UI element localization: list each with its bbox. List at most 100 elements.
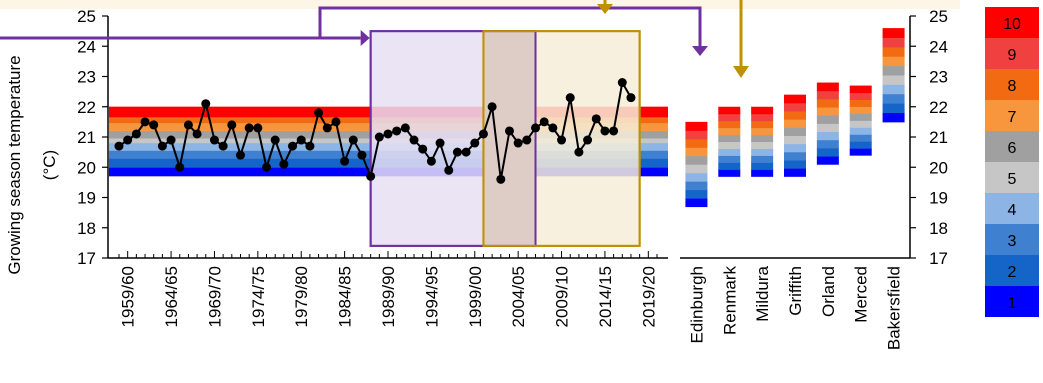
legend-label: 7 — [1008, 109, 1017, 126]
legend-swatch — [985, 255, 1039, 286]
data-point — [123, 135, 133, 145]
x-tick-label: 2004/05 — [509, 266, 528, 327]
bar-segment — [882, 56, 905, 67]
data-point — [565, 93, 575, 103]
bar-segment — [718, 127, 741, 136]
data-point — [357, 150, 367, 160]
data-point — [617, 78, 627, 88]
legend-label: 8 — [1008, 78, 1017, 95]
x-tick-label: 1979/80 — [292, 266, 311, 327]
bar-segment — [718, 134, 741, 143]
decile-legend: 10 9 8 7 6 5 4 3 2 1 — [985, 7, 1039, 317]
right-y-tick-label: 25 — [929, 7, 948, 26]
bar-segment — [849, 134, 872, 142]
right-chart: Edinburgh Renmark Mildura Griffith Orland Mer… — [680, 7, 948, 350]
bar-segment — [849, 148, 872, 156]
legend-swatch — [985, 38, 1039, 69]
x-tick-labels: 1959/60 1964/65 1969/70 1974/75 1979/80 1984/… — [119, 266, 659, 327]
legend-swatch — [985, 224, 1039, 255]
bar-segment — [849, 113, 872, 121]
data-point — [314, 108, 324, 118]
bar-segment — [882, 65, 905, 76]
bar-segment — [685, 138, 708, 148]
bar-segment — [685, 164, 708, 174]
data-point — [166, 135, 176, 145]
bar-segment — [718, 162, 741, 170]
location-label: Renmark — [720, 266, 739, 335]
right-y-tick-label: 17 — [929, 249, 948, 268]
data-point — [435, 138, 445, 148]
location-label: Bakersfield — [885, 266, 904, 350]
data-point — [400, 123, 410, 133]
bar-segment — [685, 147, 708, 157]
bar-segment — [685, 121, 708, 131]
bar-segment — [751, 134, 774, 143]
bar-segment — [816, 123, 839, 133]
location-bar — [882, 28, 905, 123]
header-strip — [0, 0, 960, 9]
data-point — [244, 123, 254, 133]
location-label: Edinburgh — [687, 266, 706, 344]
location-bar — [751, 106, 774, 177]
data-point — [374, 132, 384, 142]
legend-swatch — [985, 193, 1039, 224]
data-point — [600, 126, 610, 136]
data-point — [279, 159, 289, 169]
bar-segment — [751, 155, 774, 163]
data-point — [288, 141, 298, 151]
legend-swatch — [985, 286, 1039, 317]
data-point — [409, 135, 419, 145]
data-point — [227, 120, 237, 130]
bar-segment — [849, 127, 872, 135]
bar-segment — [784, 143, 806, 153]
x-tick-label: 1989/90 — [379, 266, 398, 327]
data-point — [418, 144, 428, 154]
legend-swatch — [985, 100, 1039, 131]
bar-segment — [784, 151, 806, 161]
bar-segment — [882, 84, 905, 95]
data-point — [140, 117, 150, 127]
data-point — [114, 141, 124, 151]
data-point — [383, 129, 393, 139]
bar-segment — [751, 127, 774, 136]
data-point — [452, 147, 462, 157]
right-y-tick-labels: 17 18 19 20 21 22 23 24 25 — [929, 7, 948, 268]
temperature-points — [114, 78, 636, 184]
bar-segment — [882, 112, 905, 123]
bar-segment — [882, 93, 905, 104]
bar-segment — [784, 159, 806, 169]
data-point — [209, 135, 219, 145]
data-point — [496, 174, 506, 184]
bar-segment — [718, 148, 741, 156]
bar-segment — [751, 141, 774, 149]
x-tick-label: 1984/85 — [336, 266, 355, 327]
data-point — [557, 135, 567, 145]
y-tick-label: 21 — [77, 128, 96, 147]
bar-segment — [685, 130, 708, 140]
bar-segment — [882, 46, 905, 57]
bar-segment — [816, 98, 839, 108]
location-bar — [718, 106, 741, 177]
legend-swatch — [985, 162, 1039, 193]
gold-arrowhead-left — [597, 4, 613, 14]
bar-segment — [718, 169, 741, 177]
highlight-outline-purple — [369, 30, 537, 247]
data-point — [444, 165, 454, 175]
location-label: Orland — [819, 266, 838, 317]
legend-label: 9 — [1008, 47, 1017, 64]
bar-segment — [718, 141, 741, 149]
legend-label: 2 — [1008, 264, 1017, 281]
data-point — [235, 150, 245, 160]
y-axis-title: Growing season temperature (°C) — [5, 55, 59, 274]
bar-segment — [849, 141, 872, 149]
legend-label: 1 — [1008, 295, 1017, 312]
bar-segment — [816, 82, 839, 92]
bar-segment — [718, 155, 741, 163]
location-bar — [685, 121, 708, 208]
data-point — [192, 129, 202, 139]
x-tick-label: 1999/00 — [466, 266, 485, 327]
data-point — [175, 162, 185, 172]
data-point — [626, 93, 636, 103]
highlight-outline-gold — [482, 30, 641, 247]
